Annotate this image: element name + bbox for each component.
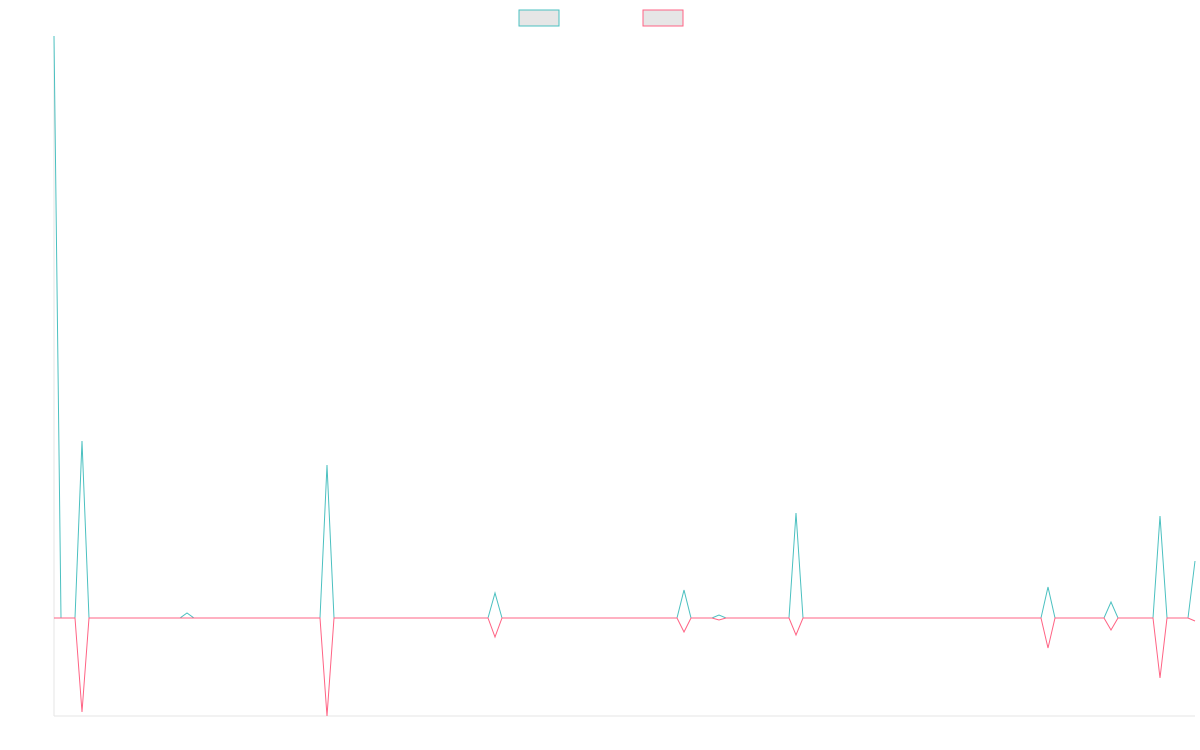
line — [54, 617, 1196, 717]
legend-swatch — [642, 9, 684, 27]
line — [53, 35, 1196, 619]
legend-swatch — [518, 9, 560, 27]
